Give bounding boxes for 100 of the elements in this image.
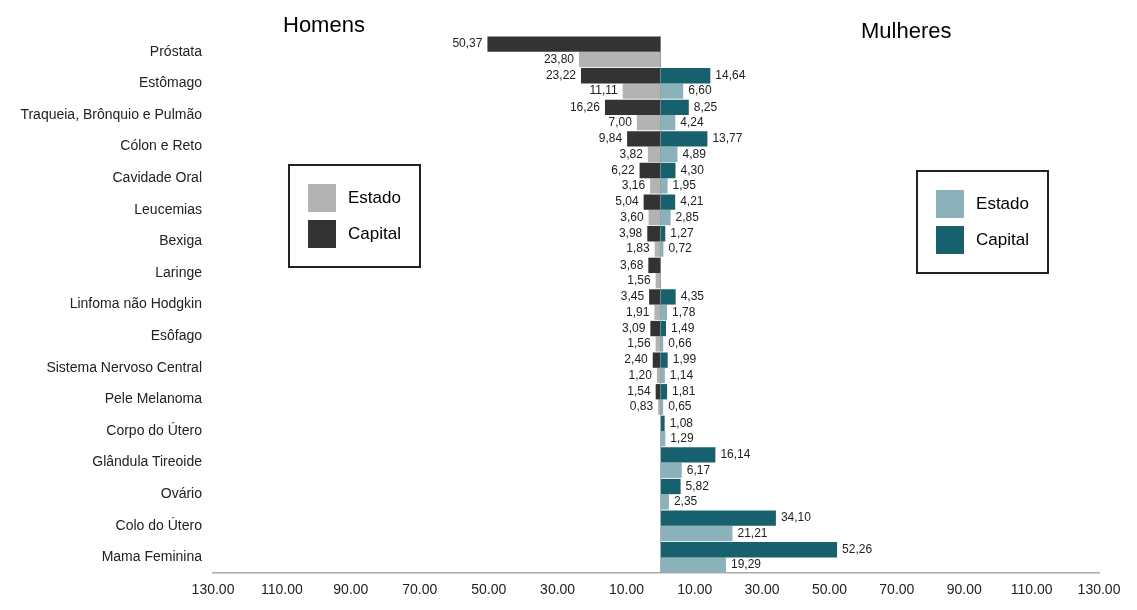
data-label: 3,68 [619, 257, 644, 272]
data-label: 1,81 [672, 384, 696, 399]
data-label: 3,16 [621, 178, 646, 193]
x-tick-label: 90.00 [946, 581, 982, 598]
bar [661, 431, 666, 447]
bar [661, 447, 716, 463]
x-tick-label: 70.00 [402, 581, 438, 598]
x-tick-label: 10.00 [677, 581, 713, 598]
y-tick-label: Mama Feminina [101, 548, 203, 565]
data-label: 6,60 [688, 83, 712, 98]
data-label: 23,80 [543, 51, 575, 66]
data-label: 1,27 [670, 226, 694, 241]
data-label: 3,09 [621, 320, 646, 335]
data-label: 3,60 [620, 209, 644, 224]
bar [487, 36, 661, 52]
data-label: 1,91 [626, 304, 650, 319]
data-label: 1,83 [626, 241, 651, 256]
data-label: 3,98 [618, 226, 643, 241]
data-label: 1,78 [672, 304, 696, 319]
bar [661, 494, 669, 510]
data-label: 6,17 [686, 462, 711, 477]
data-label: 1,20 [628, 367, 653, 382]
data-label: 2,35 [673, 494, 698, 509]
y-tick-label: Traqueia, Brônquio e Pulmão [20, 105, 203, 122]
y-tick-label: Bexiga [159, 232, 203, 249]
legend-label: Capital [348, 224, 401, 244]
data-label: 1,14 [669, 367, 694, 382]
data-label: 4,89 [682, 146, 707, 161]
bar [661, 462, 682, 478]
y-tick-label: Pele Melanoma [104, 390, 203, 407]
x-tick-label: 50.00 [811, 581, 848, 598]
y-tick-label: Cólon e Reto [120, 137, 203, 154]
data-label: 19,29 [730, 557, 762, 572]
x-tick-label: 50.00 [471, 581, 507, 598]
data-label: 6,22 [611, 162, 635, 177]
bar [661, 510, 776, 526]
bar [661, 478, 681, 495]
bar [578, 51, 661, 68]
y-tick-label: Ovário [160, 485, 203, 502]
data-label: 4,24 [680, 114, 704, 129]
data-label: 16,14 [720, 447, 751, 462]
data-label: 1,99 [672, 352, 697, 367]
data-label: 0,72 [668, 241, 693, 256]
y-tick-label: Leucemias [134, 200, 202, 217]
data-label: 23,22 [545, 68, 577, 83]
data-label: 1,08 [669, 415, 694, 430]
data-label: 0,83 [629, 399, 654, 414]
x-tick-label: 110.00 [1010, 581, 1053, 598]
data-label: 52,26 [842, 542, 873, 557]
x-tick-label: 30.00 [540, 581, 576, 598]
data-label: 1,49 [671, 320, 695, 335]
x-tick-label: 90.00 [333, 581, 369, 598]
data-label: 5,04 [615, 194, 639, 209]
data-label: 11,11 [589, 83, 619, 98]
data-label: 2,40 [624, 352, 649, 367]
data-label: 4,30 [680, 162, 705, 177]
data-label: 7,00 [608, 114, 633, 129]
data-label: 16,26 [569, 99, 601, 114]
bar [661, 542, 838, 558]
data-label: 9,84 [598, 131, 623, 146]
data-label: 14,64 [715, 68, 746, 83]
data-label: 13,77 [712, 131, 743, 146]
data-label: 2,85 [675, 209, 700, 224]
x-tick-label: 130.00 [191, 581, 235, 598]
data-label: 1,54 [627, 384, 652, 399]
data-label: 3,82 [619, 146, 644, 161]
y-tick-label: Sistema Nervoso Central [46, 358, 202, 375]
data-label: 34,10 [780, 510, 812, 525]
data-label: 4,21 [680, 194, 704, 209]
legend-label: Estado [976, 194, 1029, 214]
y-tick-label: Próstata [149, 42, 203, 59]
data-label: 0,66 [668, 336, 692, 351]
bar [661, 415, 665, 431]
data-label: 1,29 [670, 430, 695, 445]
data-label: 3,45 [620, 289, 645, 304]
data-label: 0,65 [668, 399, 692, 414]
legend-label: Estado [348, 188, 401, 208]
legend-label: Capital [976, 230, 1029, 250]
data-label: 5,82 [685, 478, 710, 493]
y-tick-label: Cavidade Oral [112, 169, 202, 186]
bar [661, 557, 726, 573]
x-tick-label: 10.00 [609, 581, 645, 598]
x-tick-label: 110.00 [261, 581, 304, 598]
x-tick-label: 30.00 [744, 581, 780, 598]
annotation: Homens [283, 12, 365, 38]
y-tick-label: Colo do Útero [115, 516, 203, 533]
y-tick-label: Laringe [155, 263, 203, 280]
data-label: 1,56 [627, 272, 651, 287]
data-label: 50,37 [452, 36, 483, 51]
data-label: 21,21 [737, 525, 768, 540]
data-label: 4,35 [680, 289, 705, 304]
annotation: Mulheres [861, 18, 952, 44]
data-label: 1,95 [672, 178, 697, 193]
bar [661, 525, 733, 542]
data-label: 1,56 [627, 336, 651, 351]
y-tick-label: Esôfago [150, 327, 203, 344]
y-tick-label: Corpo do Útero [106, 421, 203, 438]
y-tick-label: Estômago [138, 74, 203, 91]
y-tick-label: Glândula Tireoide [92, 453, 203, 470]
y-tick-label: Linfoma não Hodgkin [69, 295, 202, 312]
